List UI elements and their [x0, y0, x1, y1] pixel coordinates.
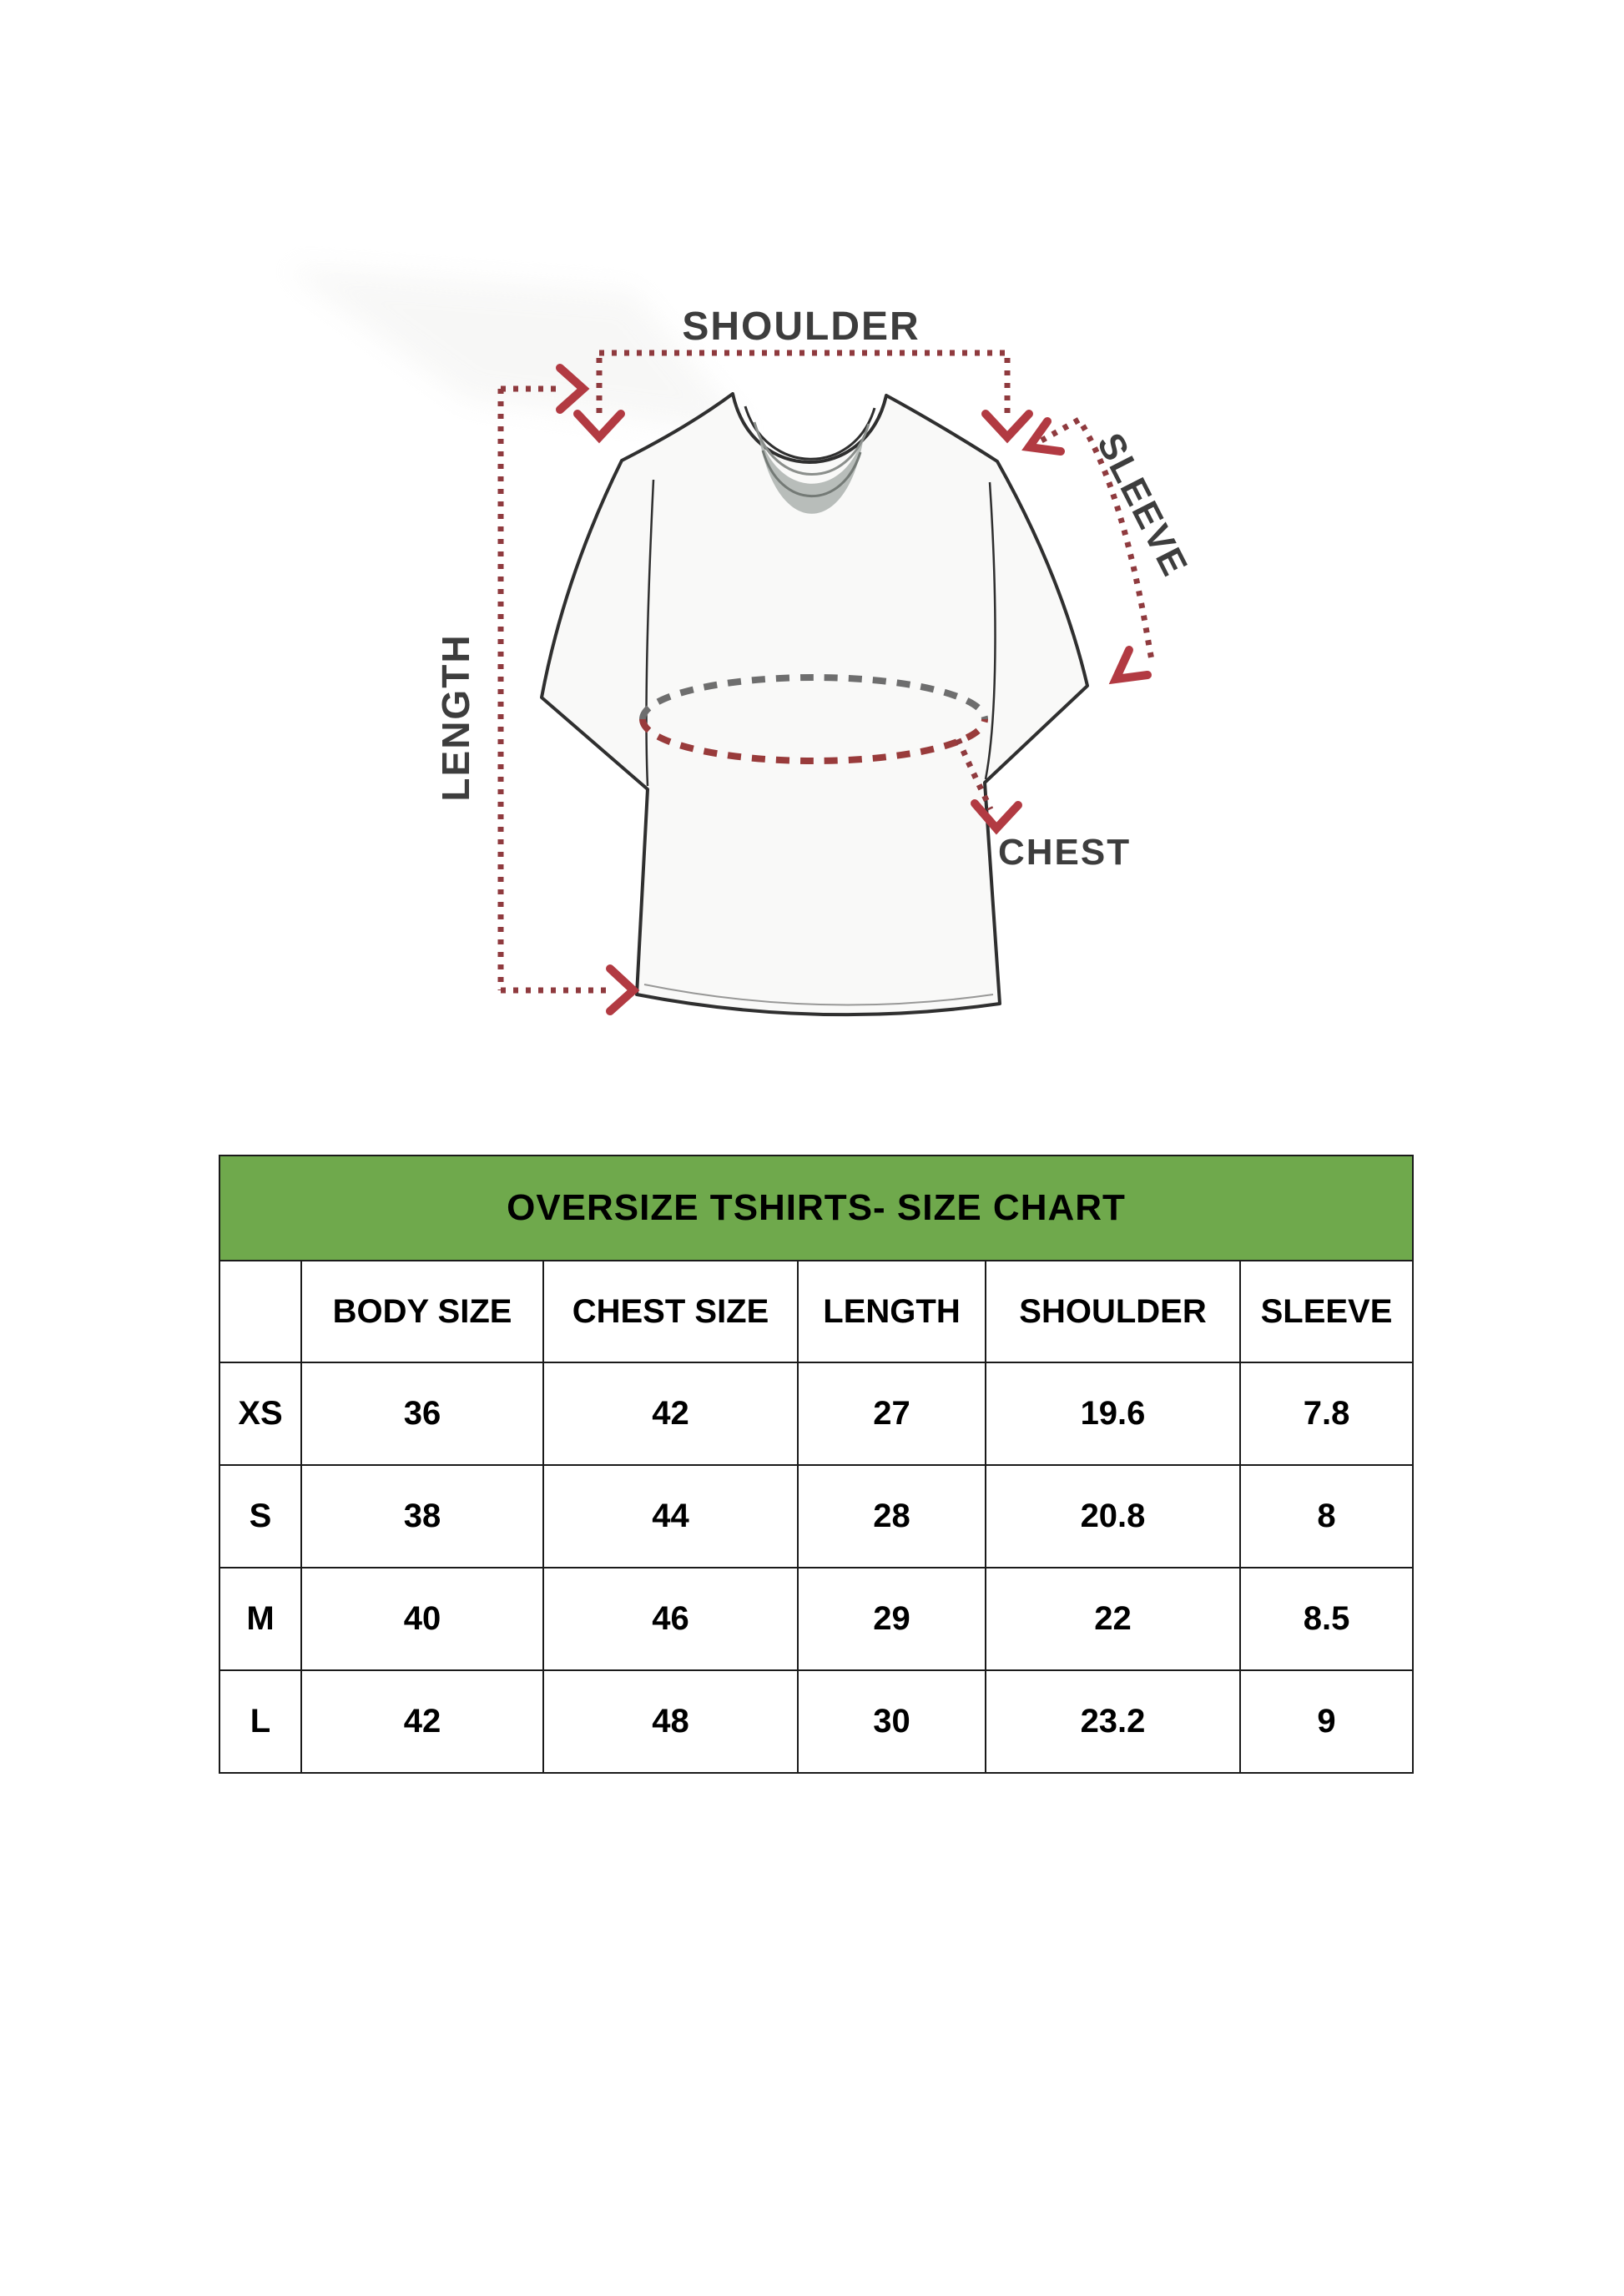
size-chart-table: OVERSIZE TSHIRTS- SIZE CHART BODY SIZE C…: [218, 1155, 1415, 1774]
left-armhole-seam: [645, 479, 655, 787]
shoulder-cell: 23.2: [985, 1669, 1241, 1774]
table-header-row: BODY SIZE CHEST SIZE LENGTH SHOULDER SLE…: [219, 1260, 1415, 1363]
size-cell: L: [219, 1669, 302, 1774]
body-cell: 42: [300, 1669, 544, 1774]
table-row-m: M 40 46 29 22 8.5: [219, 1567, 1415, 1671]
chest-cell: 48: [542, 1669, 799, 1774]
sleeve-cell: 8: [1238, 1464, 1415, 1568]
shoulder-arrow-left-icon: [573, 410, 625, 444]
length-arrow-bottom-icon: [606, 964, 640, 1015]
tshirt-outline: [540, 392, 1089, 1017]
chest-cell: 46: [542, 1567, 799, 1671]
length-measure-line: [497, 385, 608, 994]
sleeve-cell: 8.5: [1238, 1567, 1415, 1671]
header-body-size: BODY SIZE: [300, 1260, 544, 1363]
collar-shade: [758, 430, 865, 514]
length-label: LENGTH: [434, 633, 477, 801]
chest-ellipse-top: [639, 674, 988, 720]
sleeve-label: SLEEVE: [1089, 427, 1196, 584]
length-cell: 27: [797, 1362, 986, 1466]
size-cell: M: [219, 1567, 302, 1671]
scan-artifact: [284, 267, 751, 434]
sleeve-cell: 7.8: [1238, 1362, 1415, 1466]
length-cell: 30: [797, 1669, 986, 1774]
header-shoulder: SHOULDER: [985, 1260, 1241, 1363]
table-row-l: L 42 48 30 23.2 9: [219, 1669, 1415, 1774]
header-length: LENGTH: [797, 1260, 986, 1363]
body-cell: 40: [300, 1567, 544, 1671]
sleeve-cell: 9: [1238, 1669, 1415, 1774]
collar-rib-line-1: [753, 421, 870, 476]
sleeve-arrow-top-icon: [1021, 417, 1065, 456]
chest-label: CHEST: [998, 832, 1131, 873]
chest-cell: 44: [542, 1464, 799, 1568]
shoulder-cell: 22: [985, 1567, 1241, 1671]
header-blank: [219, 1260, 302, 1363]
hem-stitch-line: [643, 984, 994, 1006]
length-cell: 29: [797, 1567, 986, 1671]
chest-arrow-icon: [971, 799, 1022, 835]
table-title-row: OVERSIZE TSHIRTS- SIZE CHART: [218, 1155, 1415, 1261]
shoulder-measure-line: [596, 350, 1011, 415]
chest-ellipse-bottom: [639, 718, 988, 764]
header-chest-size: CHEST SIZE: [542, 1260, 799, 1363]
size-cell: XS: [219, 1362, 302, 1466]
table-row-xs: XS 36 42 27 19.6 7.8: [219, 1362, 1415, 1466]
shoulder-cell: 20.8: [985, 1464, 1241, 1568]
body-cell: 36: [300, 1362, 544, 1466]
table-row-s: S 38 44 28 20.8 8: [219, 1464, 1415, 1568]
chest-cell: 42: [542, 1362, 799, 1466]
size-cell: S: [219, 1464, 302, 1568]
shoulder-arrow-right-icon: [981, 410, 1033, 444]
tshirt-measurement-diagram: SHOULDER LENGTH SLEEVE CHEST: [284, 267, 1196, 1017]
length-cell: 28: [797, 1464, 986, 1568]
collar-rib-line-2: [761, 450, 862, 497]
body-cell: 38: [300, 1464, 544, 1568]
shoulder-label: SHOULDER: [682, 305, 920, 349]
table-title: OVERSIZE TSHIRTS- SIZE CHART: [218, 1155, 1415, 1261]
header-sleeve: SLEEVE: [1238, 1260, 1415, 1363]
length-arrow-top-icon: [556, 364, 590, 414]
sleeve-arrow-bottom-icon: [1108, 646, 1152, 685]
shoulder-cell: 19.6: [985, 1362, 1241, 1466]
right-armhole-seam: [984, 481, 996, 780]
